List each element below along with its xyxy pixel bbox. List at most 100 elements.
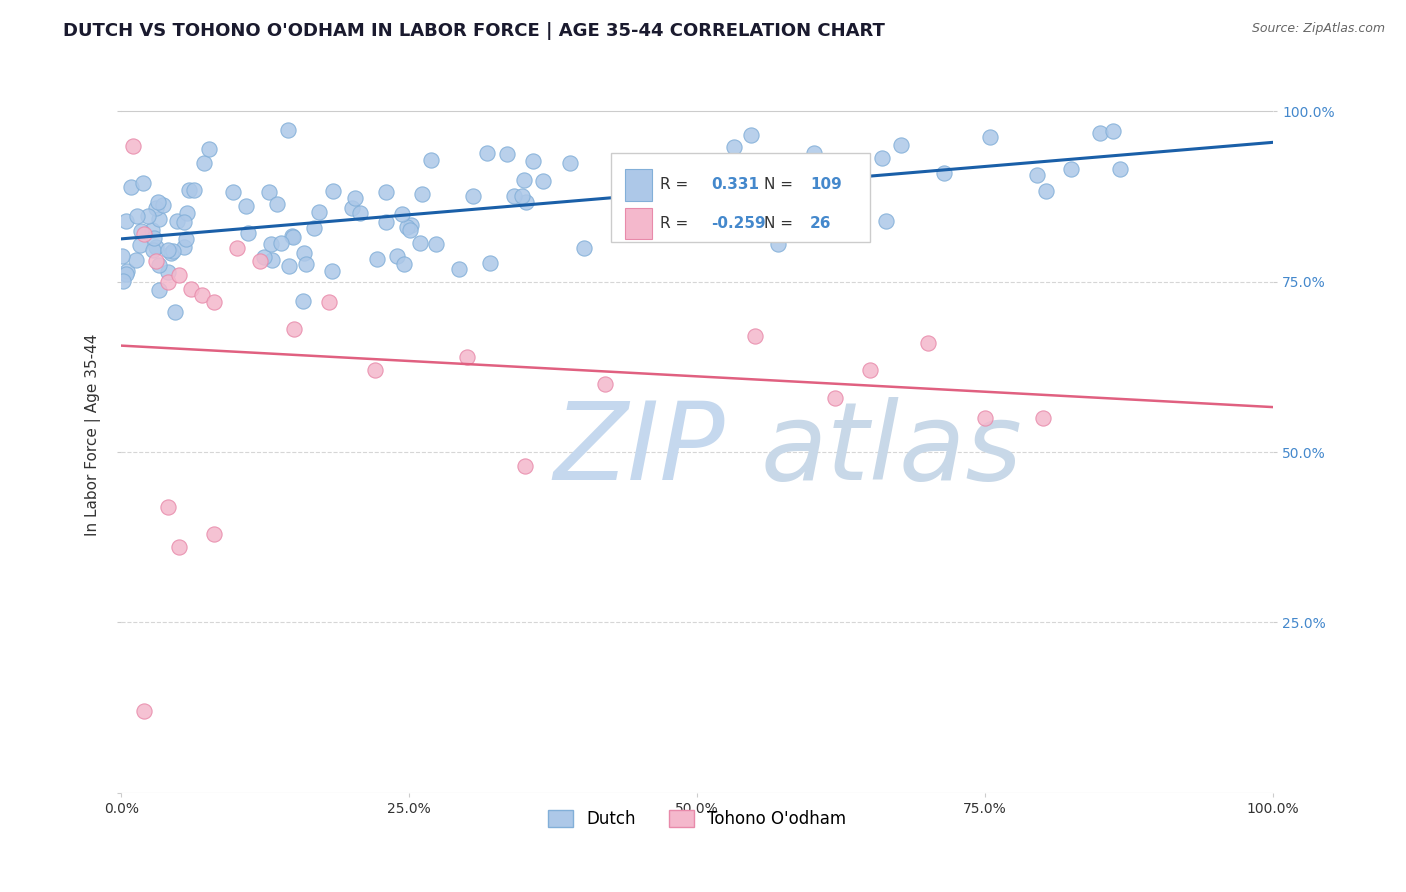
- Point: [593, 376, 616, 391]
- Y-axis label: In Labor Force | Age 35-44: In Labor Force | Age 35-44: [86, 334, 101, 536]
- Point: [366, 252, 388, 266]
- Point: [375, 186, 398, 200]
- Point: [145, 240, 167, 254]
- Point: [142, 231, 165, 245]
- Point: [391, 207, 413, 221]
- Point: [456, 350, 478, 364]
- Point: [270, 235, 292, 250]
- Point: [283, 229, 305, 244]
- Point: [162, 244, 184, 259]
- Point: [399, 223, 422, 237]
- Point: [673, 196, 696, 211]
- FancyBboxPatch shape: [624, 208, 652, 239]
- Point: [277, 260, 299, 274]
- FancyBboxPatch shape: [624, 169, 652, 201]
- Point: [495, 147, 517, 161]
- Point: [409, 235, 432, 250]
- Point: [803, 145, 825, 160]
- Point: [375, 215, 398, 229]
- Point: [152, 198, 174, 212]
- Point: [503, 188, 526, 202]
- Point: [167, 541, 190, 555]
- Point: [136, 209, 159, 223]
- Point: [302, 220, 325, 235]
- Point: [111, 249, 134, 263]
- Point: [768, 237, 790, 252]
- Point: [870, 152, 893, 166]
- Point: [145, 254, 167, 268]
- Point: [148, 283, 170, 297]
- Text: atlas: atlas: [761, 397, 1022, 502]
- Point: [148, 258, 170, 272]
- Point: [321, 263, 343, 277]
- Text: 109: 109: [810, 178, 842, 193]
- Point: [475, 145, 498, 160]
- Text: Source: ZipAtlas.com: Source: ZipAtlas.com: [1251, 22, 1385, 36]
- Point: [318, 295, 340, 310]
- Point: [235, 199, 257, 213]
- Text: 26: 26: [810, 216, 831, 231]
- Point: [385, 249, 408, 263]
- Point: [236, 226, 259, 240]
- Point: [322, 184, 344, 198]
- Point: [1102, 124, 1125, 138]
- Point: [723, 139, 745, 153]
- Point: [173, 240, 195, 254]
- Point: [572, 241, 595, 255]
- Point: [1108, 162, 1130, 177]
- Text: N =: N =: [763, 216, 799, 231]
- Point: [342, 201, 364, 215]
- Point: [191, 288, 214, 302]
- Point: [174, 231, 197, 245]
- Point: [148, 211, 170, 226]
- Point: [859, 363, 882, 377]
- Text: R =: R =: [661, 216, 693, 231]
- Point: [165, 305, 187, 319]
- Point: [183, 183, 205, 197]
- Point: [257, 185, 280, 199]
- Point: [1025, 169, 1047, 183]
- Point: [249, 254, 271, 268]
- Point: [1088, 126, 1111, 140]
- Point: [349, 205, 371, 219]
- Point: [115, 214, 138, 228]
- Point: [1032, 411, 1054, 425]
- Point: [260, 252, 283, 267]
- Point: [156, 275, 179, 289]
- Point: [131, 224, 153, 238]
- Point: [917, 336, 939, 351]
- Point: [425, 237, 447, 252]
- Point: [1060, 161, 1083, 176]
- Point: [979, 129, 1001, 144]
- Point: [253, 250, 276, 264]
- Point: [515, 194, 537, 209]
- Point: [280, 228, 302, 243]
- Point: [295, 257, 318, 271]
- Point: [115, 267, 138, 281]
- Legend: Dutch, Tohono O'odham: Dutch, Tohono O'odham: [541, 803, 853, 834]
- Point: [127, 210, 149, 224]
- Point: [478, 255, 501, 269]
- Point: [522, 154, 544, 169]
- Point: [176, 206, 198, 220]
- Point: [890, 138, 912, 153]
- Point: [160, 246, 183, 260]
- Point: [115, 264, 138, 278]
- Point: [392, 257, 415, 271]
- Point: [364, 363, 387, 377]
- Point: [193, 156, 215, 170]
- Point: [797, 181, 820, 195]
- Point: [513, 172, 536, 186]
- Point: [129, 237, 152, 252]
- Point: [744, 329, 766, 343]
- Point: [291, 293, 314, 308]
- Point: [146, 195, 169, 210]
- Point: [396, 219, 419, 234]
- Point: [125, 252, 148, 267]
- Point: [141, 223, 163, 237]
- Point: [974, 411, 997, 425]
- Point: [112, 273, 135, 287]
- Point: [932, 166, 955, 180]
- Point: [266, 197, 288, 211]
- Point: [202, 295, 225, 310]
